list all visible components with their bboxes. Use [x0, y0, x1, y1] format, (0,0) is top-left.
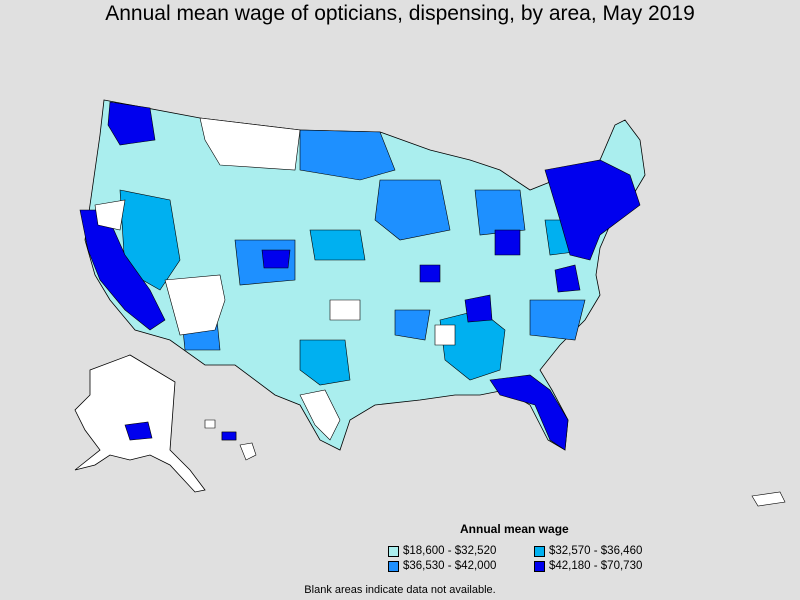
- no-data-area: [329, 299, 361, 321]
- legend-swatch: [388, 545, 399, 557]
- no-data-area: [434, 324, 456, 346]
- legend-label: $32,570 - $36,460: [549, 545, 643, 557]
- legend-item: $18,600 - $32,520: [388, 545, 496, 557]
- legend-label: $18,600 - $32,520: [403, 545, 497, 557]
- region-overlay: [554, 264, 581, 293]
- region-overlay: [394, 309, 431, 341]
- no-data-area: [164, 274, 226, 336]
- region-overlay: [419, 264, 441, 283]
- region-overlay: [309, 229, 366, 261]
- legend-label: $42,180 - $70,730: [549, 560, 643, 572]
- region-overlay: [79, 209, 166, 331]
- region-overlay: [529, 299, 586, 341]
- no-data-area: [199, 117, 301, 171]
- legend-swatch: [388, 560, 399, 572]
- alaska-region: [124, 421, 153, 441]
- legend-title: Annual mean wage: [460, 522, 569, 536]
- puerto-rico: [751, 491, 786, 507]
- region-overlay: [464, 294, 493, 323]
- legend-label: $36,530 - $42,000: [403, 560, 497, 572]
- region-overlay: [261, 249, 291, 269]
- no-data-area: [299, 389, 341, 441]
- region-overlay: [107, 101, 156, 146]
- hawaii-region: [221, 431, 237, 441]
- region-overlay: [489, 374, 569, 451]
- region-overlay: [299, 129, 396, 181]
- footnote: Blank areas indicate data not available.: [304, 584, 496, 596]
- legend-swatch: [534, 560, 545, 572]
- region-overlay: [374, 179, 451, 241]
- no-data-area: [94, 199, 126, 231]
- region-overlay: [474, 189, 526, 236]
- region-overlay: [544, 159, 641, 261]
- map-title: Annual mean wage of opticians, dispensin…: [105, 2, 695, 25]
- legend-item: $42,180 - $70,730: [534, 560, 642, 572]
- region-overlay: [494, 229, 521, 256]
- region-overlay: [299, 339, 351, 386]
- legend-swatch: [534, 545, 545, 557]
- legend-item: $36,530 - $42,000: [388, 560, 496, 572]
- legend-item: $32,570 - $36,460: [534, 545, 642, 557]
